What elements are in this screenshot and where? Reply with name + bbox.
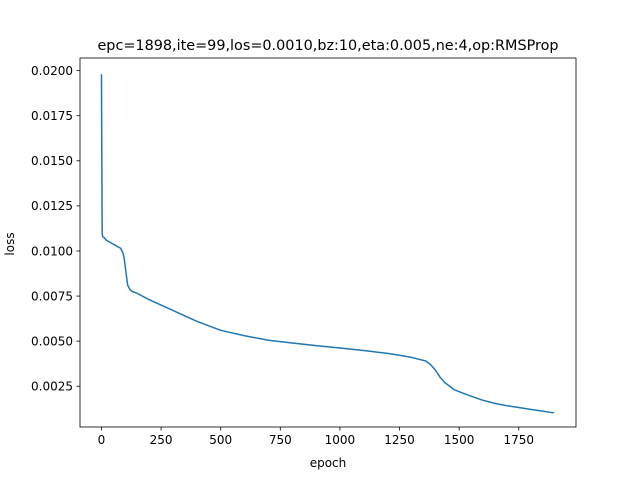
- loss-line: [100, 74, 555, 414]
- x-tick-label: 750: [269, 433, 292, 447]
- y-tick-label: 0.0125: [31, 199, 73, 213]
- y-tick-label: 0.0050: [31, 334, 73, 348]
- chart-title: epc=1898,ite=99,los=0.0010,bz:10,eta:0.0…: [97, 38, 558, 54]
- y-tick-label: 0.0100: [31, 244, 73, 258]
- plot-area: 0 250 500 750 1000 1250 1500 1750 0.0025 0.0050 0.…: [31, 57, 577, 447]
- x-tick-label: 500: [209, 433, 232, 447]
- y-tick-label: 0.0200: [31, 64, 73, 78]
- x-tick-label: 1250: [384, 433, 415, 447]
- x-tick-label: 1500: [444, 433, 475, 447]
- x-tick-label: 1750: [503, 433, 534, 447]
- x-axis-label: epoch: [310, 456, 347, 470]
- x-tick-label: 1000: [325, 433, 356, 447]
- y-tick-label: 0.0175: [31, 109, 73, 123]
- x-tick-label: 0: [98, 433, 106, 447]
- x-tick-label: 250: [150, 433, 173, 447]
- y-tick-label: 0.0075: [31, 289, 73, 303]
- y-tick-label: 0.0150: [31, 154, 73, 168]
- axes-frame: [79, 57, 577, 428]
- y-axis-label: loss: [3, 232, 17, 255]
- y-tick-label: 0.0025: [31, 380, 73, 394]
